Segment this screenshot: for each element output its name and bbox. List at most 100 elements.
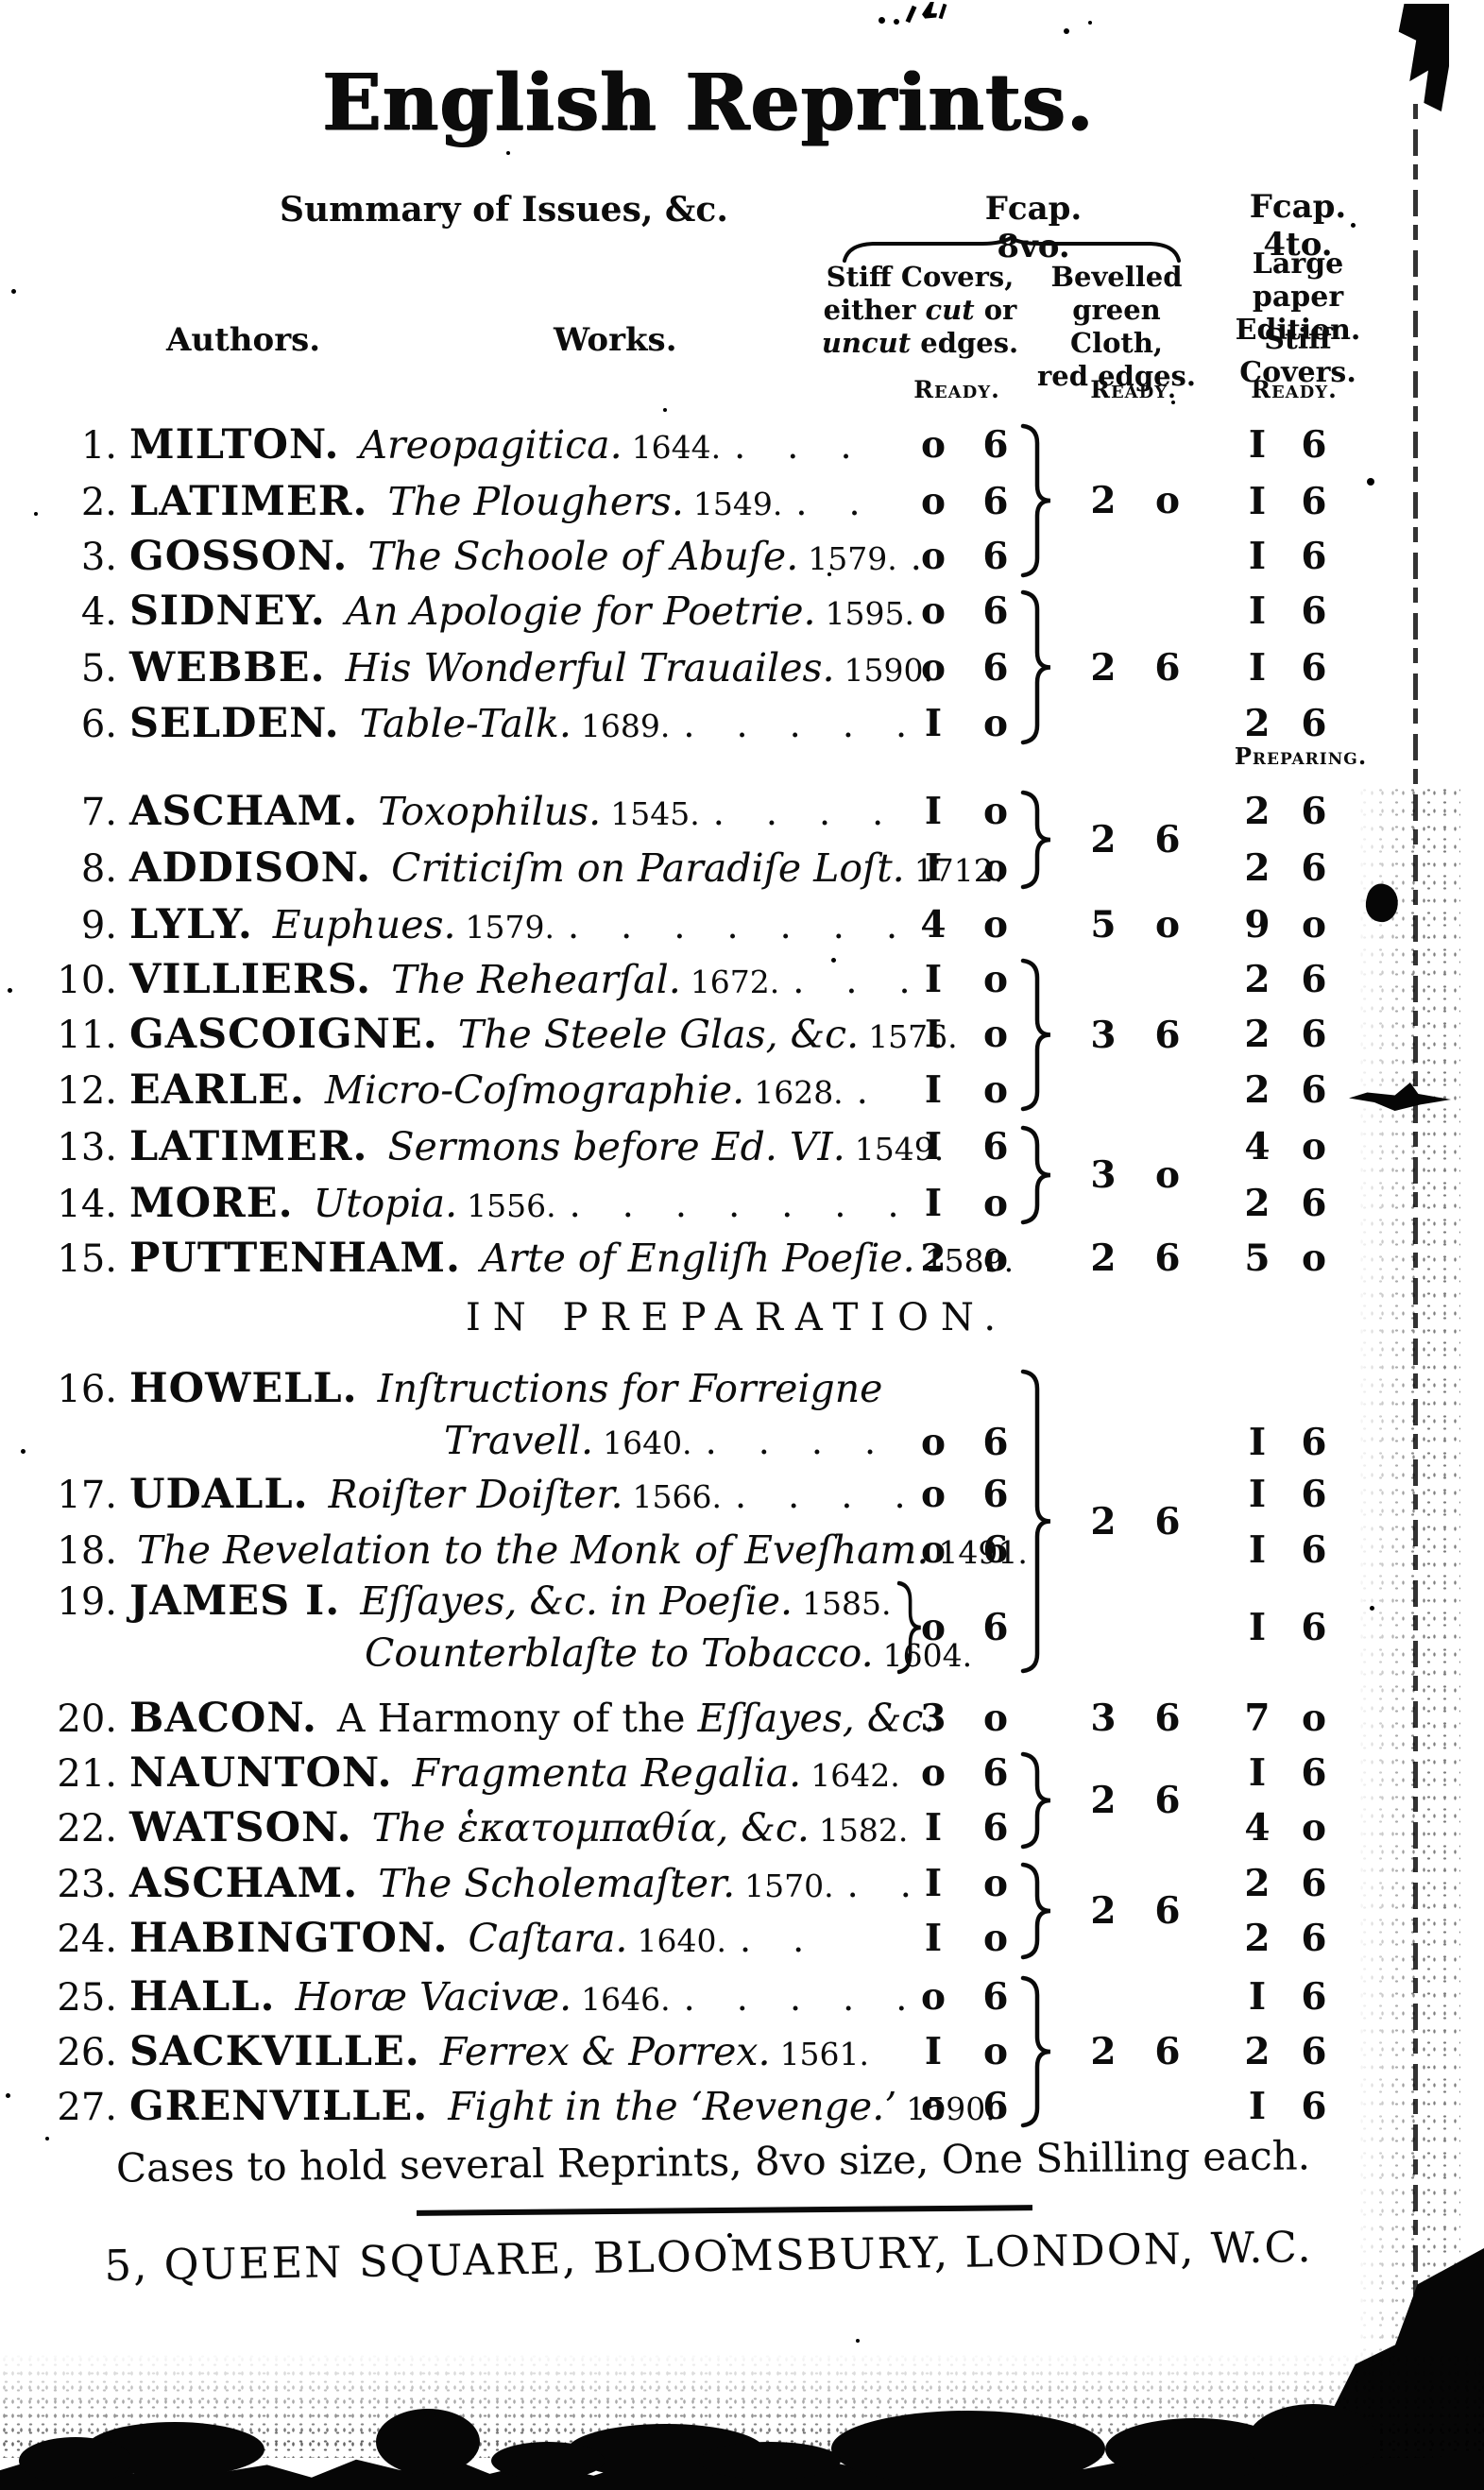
price-shillings-covers: I <box>924 2030 943 2073</box>
price-pence-paper: 6 <box>1301 535 1327 578</box>
scan-artifact <box>827 572 831 576</box>
price-pence-paper: 6 <box>1301 790 1327 833</box>
work-title: Euphues. <box>272 902 456 947</box>
price-pence-cloth: 6 <box>1154 818 1181 861</box>
price-shillings-cloth: 3 <box>1090 1697 1117 1740</box>
work-date: 1549. <box>692 486 783 522</box>
row-line: 9. LYLY. Euphues. 1579. . . . . . . . <box>0 897 1389 952</box>
price-pence-paper: 6 <box>1301 1528 1327 1572</box>
group-brace-icon <box>1020 958 1051 1112</box>
paper-subheader: Large paper Edition. <box>1207 247 1389 347</box>
work-date: 1590. <box>844 652 934 689</box>
paper-subheader-covers: Stiff Covers. <box>1239 323 1356 389</box>
covers-subheader-line: either cut or <box>823 294 1017 326</box>
price-pence-covers: o <box>982 702 1008 745</box>
issue-number: 26. <box>57 2031 117 2074</box>
price-shillings-cloth: 2 <box>1090 645 1117 690</box>
leader-dots: . . <box>739 1919 820 1960</box>
price-shillings-covers: I <box>924 1182 943 1225</box>
issue-number: 12. <box>57 1069 117 1113</box>
price-shillings-paper: I <box>1248 1606 1267 1649</box>
price-pence-covers: 6 <box>982 646 1009 690</box>
price-pence-cloth: 6 <box>1154 1889 1181 1933</box>
price-pence-covers: o <box>982 846 1008 890</box>
price-pence-cloth: 6 <box>1154 645 1181 690</box>
price-shillings-covers: o <box>920 1751 946 1795</box>
table-row: 20. BACON. A Harmony of the Eſſayes, &c. 3 o… <box>0 1691 1389 1746</box>
price-pence-covers: o <box>982 1068 1008 1112</box>
work-date: 1589. <box>924 1242 1015 1279</box>
price-shillings-covers: o <box>920 1606 946 1649</box>
price-pence-cloth: o <box>1154 1153 1180 1197</box>
scan-artifact <box>1064 28 1069 34</box>
price-shillings-covers: o <box>920 2085 946 2128</box>
row-line: 19. JAMES I. Eſſayes, &c. in Poeſie. 1585. <box>0 1576 1389 1628</box>
column-8vo-title: Fcap. 8vo. <box>984 190 1083 265</box>
price-pence-paper: o <box>1301 903 1326 947</box>
work-title: Inſtructions for Forreigne <box>377 1366 883 1411</box>
work-title: Toxophilus. <box>378 789 602 834</box>
issue-number: 2. <box>80 481 117 524</box>
work-date: 1491. <box>938 1534 1028 1571</box>
issue-number: 1. <box>80 424 117 468</box>
work-title: Eſſayes, &c. in Poeſie. <box>360 1578 793 1624</box>
issue-number: 27. <box>57 2086 117 2129</box>
work-title: Caſtara. <box>468 1916 628 1961</box>
author-name: GASCOIGNE. <box>129 1011 438 1058</box>
price-pence-paper: 6 <box>1301 846 1327 890</box>
issue-number: 22. <box>57 1807 117 1850</box>
price-pence-covers: 6 <box>982 1473 1009 1516</box>
work-date: 1604. <box>882 1637 973 1674</box>
price-shillings-paper: I <box>1248 589 1267 633</box>
price-shillings-covers: o <box>920 1528 946 1572</box>
price-shillings-paper: 4 <box>1244 1125 1271 1168</box>
author-name: MILTON. <box>129 421 340 469</box>
price-pence-covers: 6 <box>982 423 1009 467</box>
work-title: The Ploughers. <box>387 479 684 524</box>
price-shillings-paper: 2 <box>1244 1068 1271 1112</box>
price-shillings-paper: I <box>1248 535 1267 578</box>
issue-number: 4. <box>80 590 117 634</box>
covers-subheader: Stiff Covers, either cut or uncut edges. <box>820 261 1020 360</box>
table-row: 22. WATSON. The ἑκατομπαθία, &c. 1582. I 6 4 o <box>0 1800 1389 1855</box>
covers-subheader-line: Stiff Covers, <box>826 261 1015 293</box>
page-title: English Reprints. <box>322 58 1095 148</box>
author-name: NAUNTON. <box>129 1749 393 1797</box>
author-name: BACON. <box>129 1695 317 1742</box>
price-pence-paper: 6 <box>1301 1068 1327 1112</box>
scan-artifact <box>699 2442 841 2480</box>
table-row: 27. GRENVILLE. Fight in the ‘Revenge.’ 1590… <box>0 2079 1389 2134</box>
price-pence-covers: o <box>982 1236 1008 1280</box>
issue-number: 5. <box>80 647 117 691</box>
scan-artifact <box>663 408 667 412</box>
group-brace-icon <box>1020 1369 1051 1674</box>
row-line: 7. ASCHAM. Toxophilus. 1545. . . . . <box>0 784 1389 839</box>
row-line: 26. SACKVILLE. Ferrex & Porrex. 1561. <box>0 2024 1389 2079</box>
column-4to-title: Fcap. 4to. <box>1249 188 1347 264</box>
work-title: Criticiſm on Paradiſe Loſt. <box>391 845 905 891</box>
price-shillings-cloth: 2 <box>1090 2030 1117 2073</box>
price-shillings-cloth: 2 <box>1090 1889 1117 1933</box>
work-date: 1640. <box>603 1424 692 1461</box>
row-line: 2. LATIMER. The Ploughers. 1549. . . <box>0 474 1389 529</box>
table-row: 21. NAUNTON. Fragmenta Regalia. 1642. o 6 I 6 <box>0 1746 1389 1800</box>
author-name: HABINGTON. <box>129 1915 449 1962</box>
row-line: 10. VILLIERS. The Rehearſal. 1672. . . . <box>0 952 1389 1007</box>
group-brace-icon <box>896 1580 921 1675</box>
price-pence-paper: o <box>1301 1125 1326 1168</box>
author-name: PUTTENHAM. <box>129 1235 461 1282</box>
author-name: HALL. <box>129 1973 276 2021</box>
price-shillings-cloth: 2 <box>1090 1779 1117 1822</box>
price-pence-covers: o <box>982 2030 1008 2073</box>
author-name: VILLIERS. <box>129 956 372 1003</box>
work-date: 1644. <box>631 429 722 466</box>
price-shillings-paper: I <box>1248 480 1267 523</box>
leader-dots: . . . . . <box>683 704 923 745</box>
price-shillings-covers: I <box>924 790 943 833</box>
preparing-label: Preparing. <box>1234 742 1368 770</box>
work-date: 1545. <box>610 795 700 832</box>
author-name: JAMES I. <box>129 1578 341 1625</box>
price-shillings-paper: 2 <box>1244 2030 1271 2073</box>
group-brace-icon <box>1020 423 1051 578</box>
author-name: GRENVILLE. <box>129 2083 429 2130</box>
